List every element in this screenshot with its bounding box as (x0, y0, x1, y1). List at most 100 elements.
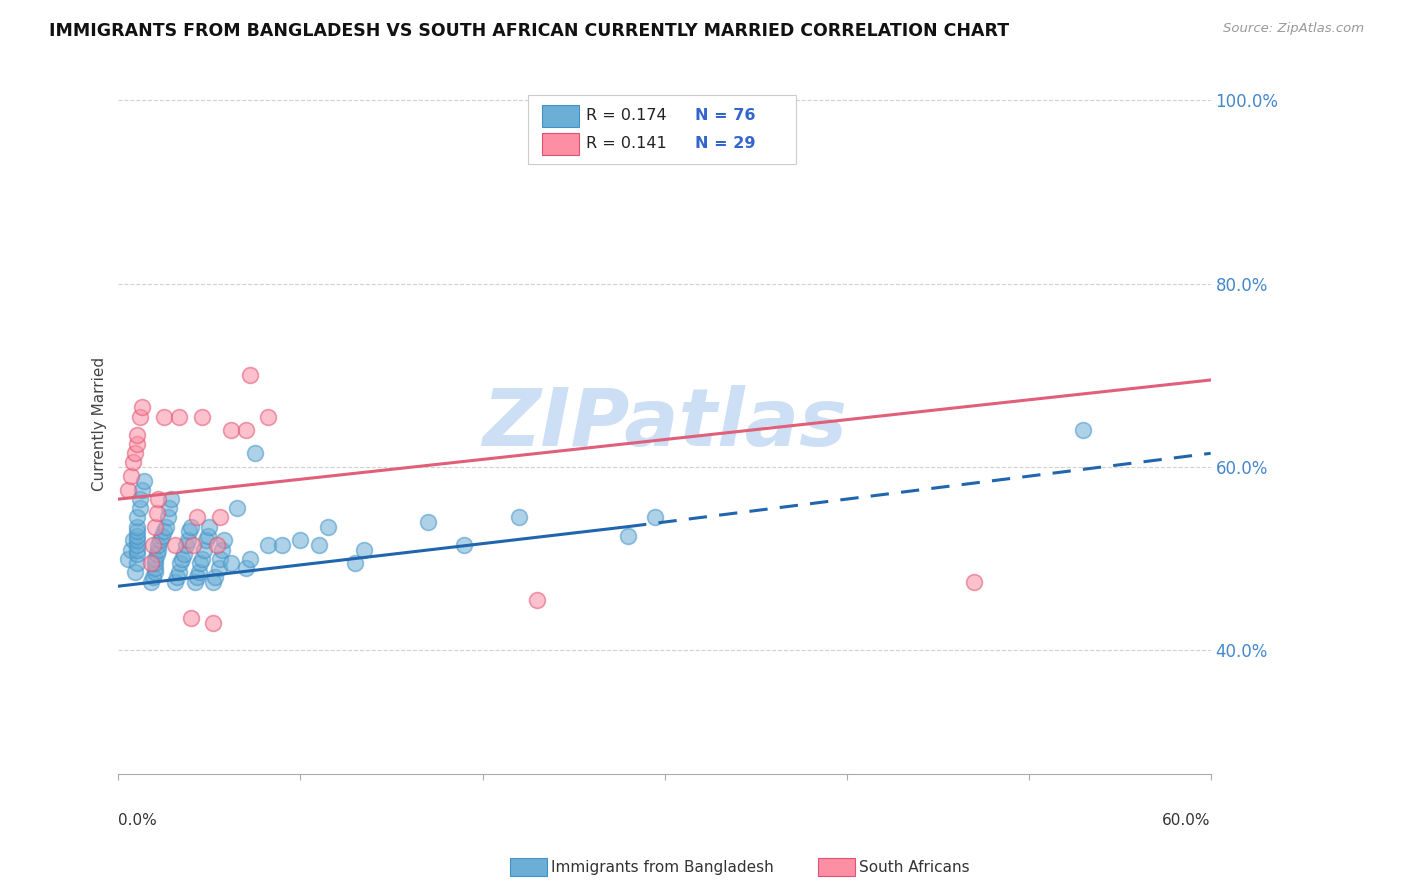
Point (131, 401, 153, 415)
Point (155, 519, 177, 533)
Text: Source: ZipAtlas.com: Source: ZipAtlas.com (1223, 22, 1364, 36)
Point (526, 593, 548, 607)
Point (125, 529, 148, 543)
Point (416, 515, 439, 529)
Point (238, 551, 260, 566)
Point (271, 538, 294, 552)
Point (129, 501, 152, 516)
Point (125, 547, 148, 561)
Point (186, 570, 208, 584)
Text: 60.0%: 60.0% (1163, 813, 1211, 828)
Point (120, 469, 142, 483)
Point (179, 524, 201, 539)
Text: N = 29: N = 29 (695, 136, 755, 151)
Point (142, 570, 165, 584)
Point (221, 556, 243, 570)
Point (143, 566, 166, 580)
Point (172, 551, 194, 566)
Point (353, 542, 375, 557)
Point (169, 556, 191, 570)
Point (180, 519, 202, 533)
Point (207, 561, 229, 575)
Point (143, 551, 166, 566)
FancyBboxPatch shape (543, 104, 579, 127)
Point (198, 519, 221, 533)
Point (125, 533, 148, 548)
Point (122, 455, 145, 469)
Point (117, 483, 139, 497)
Point (187, 566, 209, 580)
Point (160, 492, 183, 507)
Point (141, 556, 163, 570)
Point (191, 409, 214, 424)
Point (141, 574, 163, 589)
Point (129, 492, 152, 507)
Point (125, 556, 148, 570)
Point (148, 542, 170, 557)
Point (163, 538, 186, 552)
Point (148, 538, 170, 552)
Point (308, 538, 330, 552)
Point (194, 533, 217, 548)
Point (235, 423, 257, 437)
Point (120, 542, 142, 557)
Point (508, 510, 530, 524)
Point (184, 574, 207, 589)
Y-axis label: Currently Married: Currently Married (93, 357, 107, 491)
Point (143, 556, 166, 570)
Text: Immigrants from Bangladesh: Immigrants from Bangladesh (551, 860, 773, 874)
Point (125, 519, 148, 533)
Point (167, 566, 190, 580)
Point (193, 542, 215, 557)
Point (125, 428, 148, 442)
Point (124, 446, 146, 460)
Point (256, 409, 278, 424)
Point (149, 533, 172, 548)
Point (235, 561, 257, 575)
Point (156, 510, 179, 524)
Point (221, 423, 243, 437)
Point (190, 556, 212, 570)
Point (202, 574, 225, 589)
Point (225, 501, 247, 516)
Text: R = 0.174: R = 0.174 (586, 108, 666, 122)
Point (125, 538, 148, 552)
Point (145, 547, 167, 561)
Point (122, 533, 145, 548)
Point (117, 551, 139, 566)
Point (238, 368, 260, 383)
Point (344, 556, 367, 570)
Point (125, 524, 148, 539)
Point (129, 409, 152, 424)
Point (186, 510, 208, 524)
Point (125, 510, 148, 524)
Point (209, 510, 232, 524)
Point (167, 409, 190, 424)
Point (148, 492, 170, 507)
Point (176, 533, 198, 548)
Point (202, 615, 225, 630)
Point (131, 483, 153, 497)
Point (166, 570, 188, 584)
Point (150, 529, 173, 543)
Point (191, 551, 214, 566)
Point (157, 501, 180, 516)
FancyBboxPatch shape (543, 133, 579, 155)
Point (143, 519, 166, 533)
Point (173, 547, 195, 561)
FancyBboxPatch shape (529, 95, 796, 164)
Point (205, 538, 228, 552)
Point (617, 529, 640, 543)
Point (153, 409, 176, 424)
Point (290, 533, 312, 548)
Point (316, 519, 339, 533)
Point (453, 538, 475, 552)
Point (204, 570, 226, 584)
Point (1071, 423, 1094, 437)
Point (145, 506, 167, 520)
Text: ZIPatlas: ZIPatlas (482, 384, 846, 463)
Point (125, 542, 148, 557)
Text: South Africans: South Africans (859, 860, 970, 874)
Point (163, 574, 186, 589)
Point (174, 538, 197, 552)
